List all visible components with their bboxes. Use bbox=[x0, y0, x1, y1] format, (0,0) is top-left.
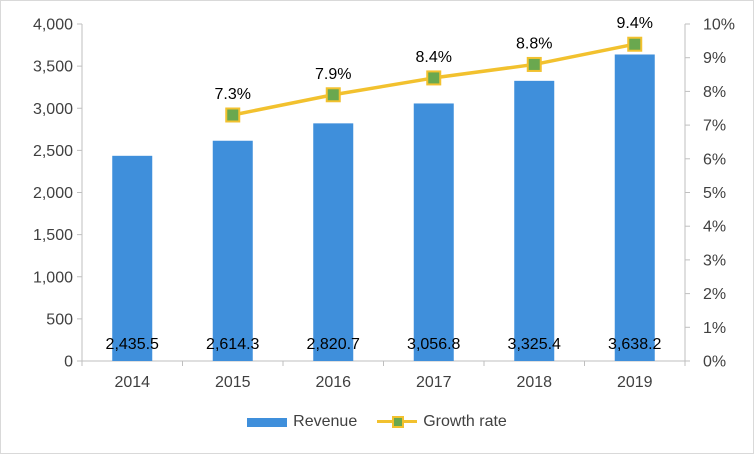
revenue-data-label: 2,435.5 bbox=[106, 336, 159, 353]
left-tick-label: 1,500 bbox=[33, 227, 73, 244]
x-tick-label: 2018 bbox=[516, 374, 552, 391]
left-tick-label: 2,500 bbox=[33, 143, 73, 160]
right-tick-label: 4% bbox=[703, 219, 726, 236]
growth-rate-marker bbox=[627, 36, 643, 52]
revenue-data-label: 3,638.2 bbox=[608, 336, 661, 353]
right-tick-label: 6% bbox=[703, 151, 726, 168]
right-tick-label: 7% bbox=[703, 118, 726, 135]
right-tick-label: 0% bbox=[703, 354, 726, 371]
growth-rate-marker bbox=[526, 56, 542, 72]
left-tick-label: 4,000 bbox=[33, 17, 73, 34]
growth-rate-marker bbox=[225, 107, 241, 123]
right-tick-label: 5% bbox=[703, 185, 726, 202]
revenue-bar bbox=[614, 54, 655, 361]
revenue-data-label: 2,614.3 bbox=[206, 336, 259, 353]
x-tick-label: 2015 bbox=[215, 374, 251, 391]
growth-line bbox=[225, 36, 643, 123]
growth-rate-data-label: 8.8% bbox=[516, 35, 552, 52]
right-tick-label: 8% bbox=[703, 84, 726, 101]
growth-rate-data-label: 7.9% bbox=[315, 66, 351, 83]
growth-rate-data-label: 9.4% bbox=[617, 15, 653, 32]
legend-item-growth-rate: Growth rate bbox=[377, 413, 507, 431]
growth-rate-data-label: 8.4% bbox=[416, 49, 452, 66]
right-tick-label: 2% bbox=[703, 286, 726, 303]
right-tick-label: 10% bbox=[703, 17, 735, 34]
x-tick-label: 2014 bbox=[114, 374, 150, 391]
right-tick-label: 9% bbox=[703, 50, 726, 67]
x-tick-label: 2016 bbox=[315, 374, 351, 391]
axes: 0 500 1,000 1,500 2,000 2,500 3,000 3,500 4,000 0… bbox=[33, 17, 735, 392]
left-tick-label: 500 bbox=[46, 311, 73, 328]
legend-revenue-swatch bbox=[247, 417, 288, 427]
revenue-data-label: 2,820.7 bbox=[307, 336, 360, 353]
x-tick-label: 2017 bbox=[416, 374, 452, 391]
revenue-bar bbox=[112, 155, 153, 361]
revenue-bar bbox=[212, 140, 253, 361]
left-tick-label: 3,500 bbox=[33, 59, 73, 76]
left-tick-label: 0 bbox=[64, 354, 73, 371]
right-tick-label: 3% bbox=[703, 252, 726, 269]
revenue-data-label: 3,056.8 bbox=[407, 336, 460, 353]
revenue-bar bbox=[413, 103, 454, 361]
legend: Revenue Growth rate bbox=[1, 410, 753, 434]
legend-item-revenue: Revenue bbox=[247, 413, 357, 431]
legend-revenue-label: Revenue bbox=[293, 413, 358, 430]
x-tick-label: 2019 bbox=[617, 374, 653, 391]
legend-growth-marker bbox=[392, 416, 405, 428]
growth-rate-data-label: 7.3% bbox=[215, 86, 251, 103]
revenue-bars bbox=[112, 54, 655, 362]
growth-rate-marker bbox=[325, 87, 341, 103]
left-tick-label: 2,000 bbox=[33, 185, 73, 202]
legend-growth-label: Growth rate bbox=[423, 413, 507, 430]
revenue-data-label: 3,325.4 bbox=[508, 336, 561, 353]
legend-growth-swatch bbox=[377, 416, 418, 428]
left-tick-label: 1,000 bbox=[33, 269, 73, 286]
left-tick-label: 3,000 bbox=[33, 101, 73, 118]
revenue-bar bbox=[313, 123, 354, 362]
revenue-bar bbox=[514, 80, 555, 361]
growth-rate-marker bbox=[426, 70, 442, 86]
right-tick-label: 1% bbox=[703, 320, 726, 337]
data-labels: 2,435.5 2,614.3 2,820.7 3,056.8 3,325.4 3,638… bbox=[106, 15, 662, 353]
